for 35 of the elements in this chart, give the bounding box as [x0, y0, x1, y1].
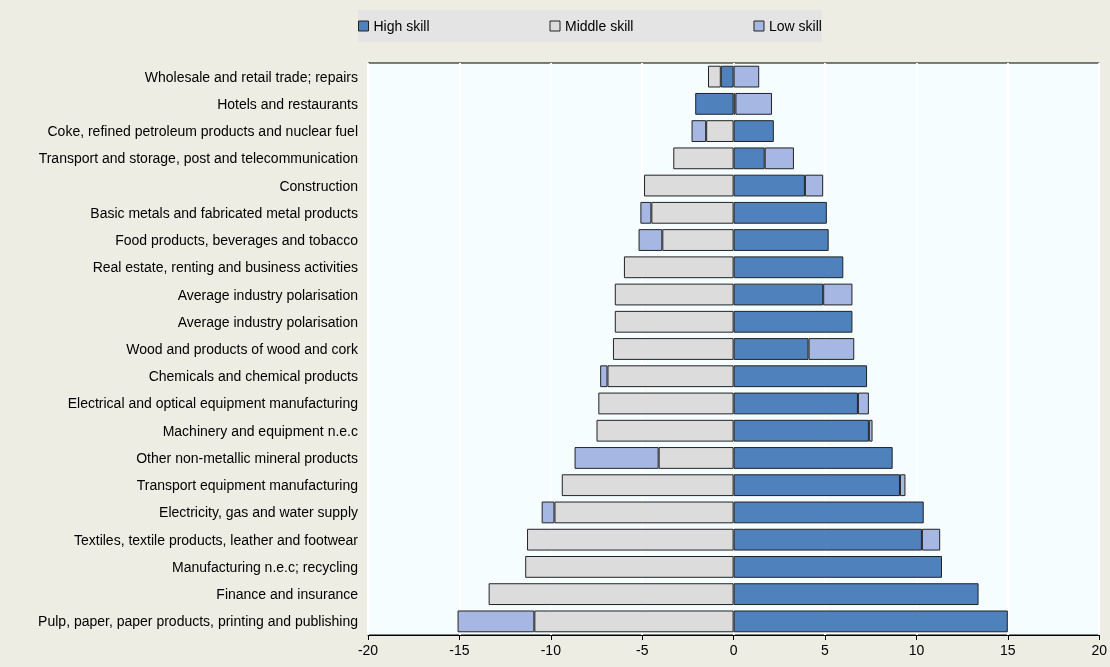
x-tick-label: -15: [449, 642, 470, 658]
y-tick-label: Hotels and restaurants: [217, 95, 358, 112]
y-tick-label: Finance and insurance: [216, 586, 359, 603]
y-tick-label: Electrical and optical equipment manufacturing: [67, 395, 358, 412]
bar: [735, 92, 772, 115]
y-tick-label: Wood and products of wood and cork: [126, 341, 359, 357]
legend-label: Low skill: [768, 18, 822, 34]
y-tick-label: Transport and storage, post and telecommunication: [38, 150, 358, 167]
x-tick-label: 10: [908, 642, 925, 658]
y-tick-label: Textiles, textile products, leather and footwear: [73, 531, 359, 548]
y-tick-label: Coke, refined petroleum products and nuclear fuel: [47, 123, 358, 140]
y-tick-label: Pulp, paper, paper products, printing and publishing: [38, 613, 358, 630]
y-tick-label: Transport equipment manufacturing: [136, 477, 358, 494]
y-tick-label: Construction: [279, 177, 358, 194]
x-tick-label: 5: [821, 642, 830, 658]
bar: [695, 92, 734, 115]
y-tick-label: Manufacturing n.e.c; recycling: [172, 558, 358, 575]
legend-label: High skill: [373, 18, 430, 34]
legend-label: Middle skill: [565, 18, 634, 34]
x-tick-label: -5: [635, 642, 649, 658]
x-tick-label: 20: [1091, 642, 1108, 658]
y-tick-label: Average industry polarisation: [177, 286, 358, 303]
x-tick-label: 15: [1000, 642, 1016, 658]
y-tick-label: Other non-metallic mineral products: [136, 449, 358, 466]
y-tick-label: Machinery and equipment n.e.c: [162, 422, 358, 439]
y-tick-label: Average industry polarisation: [177, 313, 358, 330]
x-tick-label: -10: [540, 642, 562, 658]
y-tick-label: Wholesale and retail trade; repairs: [144, 68, 358, 85]
y-tick-label: Real estate, renting and business activities: [92, 259, 358, 276]
x-tick-label: 0: [729, 642, 738, 658]
y-tick-label: Food products, beverages and tobacco: [115, 232, 359, 249]
x-tick-label: -20: [357, 642, 379, 658]
y-tick-label: Basic metals and fabricated metal products: [90, 204, 358, 221]
y-tick-label: Electricity, gas and water supply: [159, 504, 358, 521]
y-tick-label: Chemicals and chemical products: [148, 368, 358, 385]
